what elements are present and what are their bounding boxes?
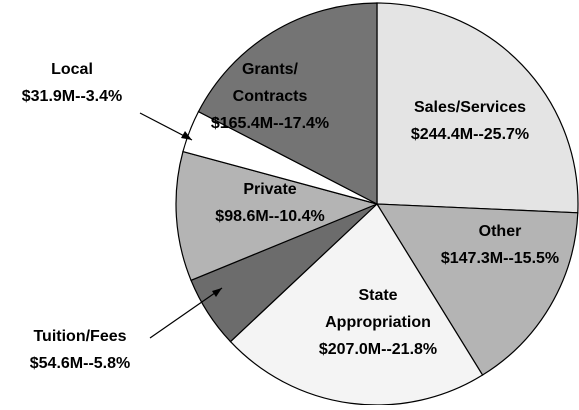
arrow-head	[181, 131, 192, 140]
pie-slice	[175, 150, 379, 282]
slices	[175, 2, 579, 406]
value-label: $98.6M--10.4%	[215, 208, 324, 225]
value-label: $54.6M--5.8%	[30, 355, 131, 372]
slice-label: Sales/Services	[414, 99, 526, 116]
slice-label: Tuition/Fees	[33, 328, 126, 345]
slice-label: Private	[243, 181, 296, 198]
arrow-head	[212, 288, 222, 297]
label-line: Private	[243, 181, 296, 198]
leader-line	[149, 287, 223, 339]
slice-label: State Appropriation	[325, 287, 431, 331]
label-line: State	[358, 287, 397, 304]
slice-label: Grants/Contracts	[233, 61, 308, 105]
slice-label: Local	[51, 61, 93, 78]
pie-slice	[197, 2, 378, 205]
value-label: $31.9M--3.4%	[22, 88, 123, 105]
value-label: $244.4M--25.7%	[411, 126, 529, 143]
label-line: Local	[51, 61, 93, 78]
label-line: Tuition/Fees	[33, 328, 126, 345]
label-line: Other	[479, 223, 522, 240]
label-line: Grants/	[242, 61, 299, 78]
label-line: Appropriation	[325, 314, 431, 331]
label-line: Sales/Services	[414, 99, 526, 116]
label-line: Contracts	[233, 88, 308, 105]
value-label: $165.4M--17.4%	[211, 115, 329, 132]
value-label: $147.3M--15.5%	[441, 250, 559, 267]
slice-label: Other	[479, 223, 522, 240]
pie-slice	[229, 203, 484, 406]
pie-slice	[375, 203, 579, 376]
value-label: $207.0M--21.8%	[319, 341, 437, 358]
pie-slice	[376, 2, 579, 214]
